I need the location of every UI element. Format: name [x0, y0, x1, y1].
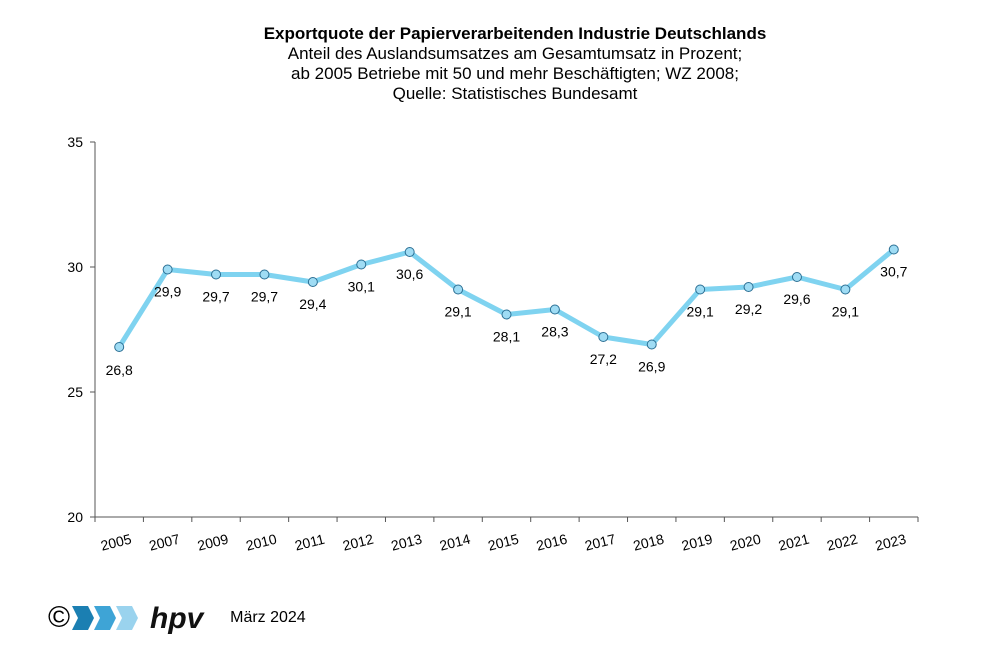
footer: © hpv März 2024 — [48, 600, 306, 636]
x-tick-label: 2022 — [825, 531, 859, 554]
chart-subtitle-1: Anteil des Auslandsumsatzes am Gesamtums… — [287, 44, 743, 63]
data-point — [840, 284, 851, 295]
y-tick-label: 25 — [67, 384, 83, 400]
data-label: 29,1 — [444, 304, 471, 320]
data-label: 29,6 — [783, 291, 810, 307]
x-tick-label: 2011 — [293, 531, 326, 554]
logo-text: hpv — [150, 602, 206, 635]
data-label: 29,9 — [154, 284, 181, 300]
data-point — [356, 259, 367, 270]
chart-titles: Exportquote der Papierverarbeitenden Ind… — [0, 24, 1000, 104]
x-tick-label: 2017 — [583, 531, 617, 554]
x-tick-label: 2005 — [99, 531, 133, 554]
y-tick-label: 30 — [67, 259, 83, 275]
logo-chevron-icon — [72, 606, 95, 630]
data-point — [791, 272, 802, 282]
data-point — [743, 282, 754, 292]
data-point — [162, 264, 173, 275]
data-label: 28,3 — [541, 324, 568, 340]
logo-chevron-icon — [116, 606, 139, 630]
data-label: 29,4 — [299, 296, 326, 312]
data-point — [211, 269, 222, 280]
footer-date: März 2024 — [230, 609, 306, 626]
copyright-symbol: © — [48, 601, 71, 634]
data-label: 29,7 — [251, 289, 278, 305]
x-tick-label: 2019 — [680, 531, 714, 554]
data-label: 30,6 — [396, 266, 423, 282]
x-tick-label: 2010 — [244, 531, 278, 554]
x-tick-label: 2020 — [728, 531, 762, 554]
logo-chevrons-icon — [72, 606, 139, 630]
x-tick-label: 2012 — [341, 531, 375, 554]
data-point — [598, 332, 609, 342]
chart-title: Exportquote der Papierverarbeitenden Ind… — [263, 24, 767, 43]
data-label: 29,2 — [735, 301, 762, 317]
x-tick-label: 2013 — [389, 531, 423, 554]
x-tick-label: 2009 — [196, 531, 230, 554]
data-label: 29,1 — [687, 304, 714, 320]
data-label: 26,8 — [106, 362, 133, 378]
axes: 20 25 30 35 2005 2007 2009 2010 2011 2012 2013 2014… — [67, 134, 919, 554]
chart-subtitle-2: ab 2005 Betriebe mit 50 und mehr Beschäf… — [291, 64, 739, 83]
data-label: 27,2 — [590, 351, 617, 367]
data-point — [549, 304, 560, 315]
data-point — [501, 309, 512, 320]
x-tick-label: 2021 — [777, 531, 811, 554]
data-point — [259, 269, 270, 280]
x-tick-label: 2014 — [438, 531, 472, 554]
x-tick-label: 2015 — [486, 531, 520, 554]
data-point — [404, 247, 415, 257]
y-tick-label: 20 — [67, 509, 83, 525]
data-label: 30,1 — [348, 279, 375, 295]
x-tick-label: 2007 — [147, 531, 181, 554]
data-point — [307, 277, 318, 287]
data-point — [453, 284, 464, 295]
data-labels: 26,8 29,9 29,7 29,7 29,4 30,1 30,6 29,1 28,1 28,3… — [106, 264, 908, 379]
x-tick-label: 2018 — [631, 531, 665, 554]
data-label: 29,1 — [832, 304, 859, 320]
data-label: 28,1 — [493, 329, 520, 345]
chart-subtitle-3: Quelle: Statistisches Bundesamt — [392, 84, 638, 103]
data-point — [695, 284, 706, 295]
data-point — [888, 244, 899, 255]
data-points — [114, 244, 899, 352]
y-tick-label: 35 — [67, 134, 83, 150]
data-label: 29,7 — [202, 289, 229, 305]
data-point — [646, 339, 657, 350]
data-label: 26,9 — [638, 359, 665, 375]
data-point — [114, 342, 125, 352]
hpv-logo: hpv — [72, 602, 206, 635]
logo-chevron-icon — [94, 606, 117, 630]
x-tick-label: 2023 — [874, 531, 908, 554]
data-label: 30,7 — [880, 264, 907, 280]
x-tick-label: 2016 — [535, 531, 569, 554]
